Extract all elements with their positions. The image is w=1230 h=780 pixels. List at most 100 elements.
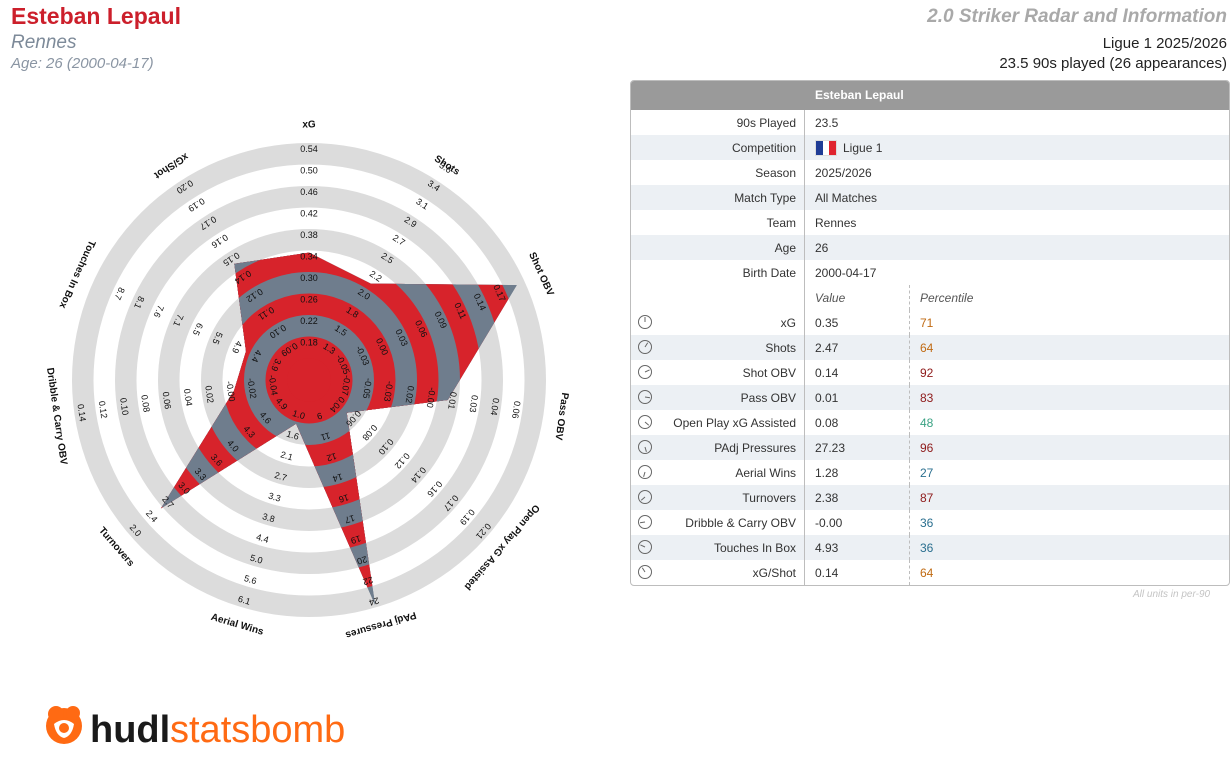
metric-row: Shots 2.47 64 bbox=[631, 335, 1229, 360]
metric-value: 2.38 bbox=[815, 490, 839, 505]
tick-label-8-7: 0.10 bbox=[118, 397, 130, 416]
tick-label-0-6: 0.42 bbox=[300, 209, 318, 219]
tick-label-8-2: -0.00 bbox=[224, 380, 237, 402]
tick-label-5-8: 22 bbox=[362, 575, 374, 587]
metric-percentile: 36 bbox=[909, 535, 1229, 560]
info-label: Match Type bbox=[631, 185, 805, 210]
tick-label-6-8: 5.6 bbox=[243, 573, 258, 586]
metric-label-text: Pass OBV bbox=[740, 390, 796, 405]
clock-icon bbox=[638, 340, 652, 354]
tick-label-0-4: 0.34 bbox=[300, 252, 318, 262]
tick-label-8-3: 0.02 bbox=[203, 385, 215, 404]
info-value: All Matches bbox=[805, 185, 877, 210]
metric-label-xg: xG bbox=[302, 120, 316, 131]
info-label: Age bbox=[631, 235, 805, 260]
metric-value: 2.47 bbox=[815, 340, 839, 355]
metric-value: 0.35 bbox=[815, 315, 839, 330]
clock-icon bbox=[638, 365, 652, 379]
info-value-text: All Matches bbox=[815, 190, 878, 205]
tick-label-3-5: 0.01 bbox=[446, 391, 458, 410]
metric-row: xG/Shot 0.14 64 bbox=[631, 560, 1229, 585]
tick-label-3-6: 0.03 bbox=[468, 394, 480, 413]
tick-label-9-8: 8.7 bbox=[113, 286, 127, 302]
player-name: Esteban Lepaul bbox=[11, 3, 181, 29]
tick-label-9-7: 8.1 bbox=[132, 295, 146, 311]
france-flag-icon bbox=[815, 139, 837, 156]
column-header-value: Value bbox=[815, 290, 846, 305]
metric-value: 4.93 bbox=[815, 540, 839, 555]
tick-label-9-3: 5.5 bbox=[210, 330, 224, 346]
metric-value: 27.23 bbox=[815, 440, 846, 455]
info-value-text: 2000-04-17 bbox=[815, 265, 877, 280]
info-value-text: Ligue 1 bbox=[843, 140, 883, 155]
age-line: Age: 26 (2000-04-17) bbox=[11, 55, 154, 72]
report-title: 2.0 Striker Radar and Information bbox=[927, 6, 1227, 27]
metric-label-text: xG bbox=[780, 315, 796, 330]
clock-icon bbox=[638, 415, 652, 429]
played-line: 23.5 90s played (26 appearances) bbox=[999, 55, 1227, 72]
column-header-percentile: Percentile bbox=[909, 285, 1229, 310]
tick-label-0-2: 0.26 bbox=[300, 295, 318, 305]
tick-label-3-7: 0.04 bbox=[489, 397, 501, 416]
metric-percentile: 48 bbox=[909, 410, 1229, 435]
tick-label-5-3: 14 bbox=[331, 471, 343, 483]
metric-label-pass-obv: Pass OBV bbox=[552, 392, 570, 441]
tick-label-5-2: 12 bbox=[325, 451, 337, 463]
tick-label-8-8: 0.12 bbox=[97, 400, 109, 419]
metric-label: xG/Shot bbox=[631, 560, 805, 585]
metric-label-text: Touches In Box bbox=[713, 540, 796, 555]
metric-label: xG bbox=[631, 310, 805, 335]
logo-text-statsbomb: statsbomb bbox=[170, 709, 345, 751]
metric-value: 1.28 bbox=[815, 465, 839, 480]
clock-icon bbox=[638, 515, 652, 529]
column-header-row: Value Percentile bbox=[631, 285, 1229, 310]
tick-label-8-1: -0.02 bbox=[246, 377, 259, 399]
info-value-text: Rennes bbox=[815, 215, 857, 230]
units-footnote: All units in per-90 bbox=[1133, 589, 1211, 600]
metric-label-shot-obv: Shot OBV bbox=[526, 251, 555, 298]
clock-icon bbox=[638, 390, 652, 404]
metric-row: Dribble & Carry OBV -0.00 36 bbox=[631, 510, 1229, 535]
metric-row: xG 0.35 71 bbox=[631, 310, 1229, 335]
info-value: 23.5 bbox=[805, 110, 838, 135]
tick-label-9-2: 4.9 bbox=[230, 339, 244, 355]
metric-label-text: Aerial Wins bbox=[735, 465, 796, 480]
metric-label-text: Turnovers bbox=[742, 490, 796, 505]
clock-icon bbox=[638, 490, 652, 504]
tick-label-5-7: 20 bbox=[356, 554, 368, 566]
tick-label-5-1: 11 bbox=[320, 430, 332, 442]
tick-label-6-5: 3.8 bbox=[261, 511, 276, 524]
info-value-text: 26 bbox=[815, 240, 829, 255]
tick-label-0-9: 0.54 bbox=[300, 144, 318, 154]
tick-label-9-6: 7.6 bbox=[152, 304, 166, 320]
metric-label: Dribble & Carry OBV bbox=[631, 510, 805, 535]
tick-label-6-9: 6.1 bbox=[237, 594, 252, 607]
tick-label-0-7: 0.46 bbox=[300, 187, 318, 197]
metric-label: Open Play xG Assisted bbox=[631, 410, 805, 435]
metric-label-text: Shots bbox=[765, 340, 796, 355]
clock-icon bbox=[638, 315, 652, 329]
info-row: Birth Date 2000-04-17 bbox=[631, 260, 1229, 285]
tick-label-5-0: 9 bbox=[316, 410, 324, 421]
metric-value: 0.08 bbox=[815, 415, 839, 430]
tick-label-6-6: 4.4 bbox=[255, 532, 270, 545]
info-row: Competition Ligue 1 bbox=[631, 135, 1229, 160]
metric-label-text: Shot OBV bbox=[742, 365, 796, 380]
player-band-center bbox=[287, 358, 331, 402]
tick-label-6-1: 1.6 bbox=[285, 429, 300, 442]
metric-row: PAdj Pressures 27.23 96 bbox=[631, 435, 1229, 460]
metric-label-xg-shot: xG/Shot bbox=[151, 150, 190, 180]
metric-percentile: 27 bbox=[909, 460, 1229, 485]
metric-value: 0.01 bbox=[815, 390, 839, 405]
metric-label: Turnovers bbox=[631, 485, 805, 510]
league-season: Ligue 1 2025/2026 bbox=[1102, 35, 1227, 52]
info-row: Match Type All Matches bbox=[631, 185, 1229, 210]
metric-label-dribble-carry-obv: Dribble & Carry OBV bbox=[44, 367, 69, 466]
column-header-blank bbox=[631, 285, 805, 310]
info-row: Age 26 bbox=[631, 235, 1229, 260]
metric-percentile: 83 bbox=[909, 385, 1229, 410]
metric-percentile: 87 bbox=[909, 485, 1229, 510]
metric-percentile: 71 bbox=[909, 310, 1229, 335]
metric-row: Turnovers 2.38 87 bbox=[631, 485, 1229, 510]
tick-label-8-4: 0.04 bbox=[182, 388, 194, 407]
